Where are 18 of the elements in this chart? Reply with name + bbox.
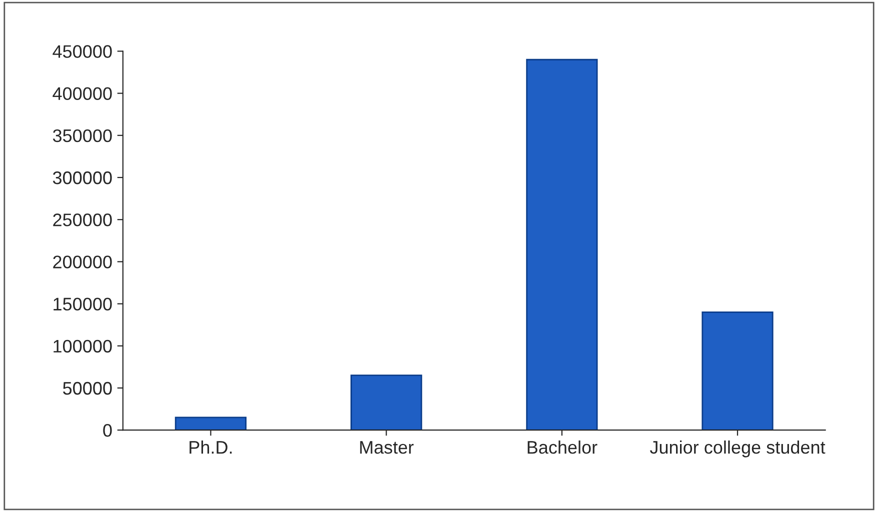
y-tick-label: 100000: [54, 340, 112, 353]
y-tick-label: 450000: [52, 45, 112, 58]
y-tick-label: 250000: [53, 214, 112, 226]
y-tick-label: 400000: [52, 87, 112, 100]
y-tick-label: 350000: [52, 129, 112, 142]
y-tick-label: 300000: [52, 171, 112, 184]
y-tick-label: 50000: [63, 382, 112, 395]
x-tick-label: Master: [360, 441, 414, 454]
bar: [350, 374, 422, 430]
y-tick-label: 200000: [53, 256, 112, 268]
x-tick-label: Bachelor: [528, 440, 598, 454]
x-tick-label: Junior college student: [650, 440, 826, 458]
x-tick-label: Ph.D.: [190, 440, 232, 454]
bar: [526, 58, 598, 430]
y-tick-label: 150000: [54, 298, 112, 311]
y-tick-label: 0: [103, 424, 112, 437]
bar: [174, 416, 247, 430]
bar: [702, 312, 774, 430]
